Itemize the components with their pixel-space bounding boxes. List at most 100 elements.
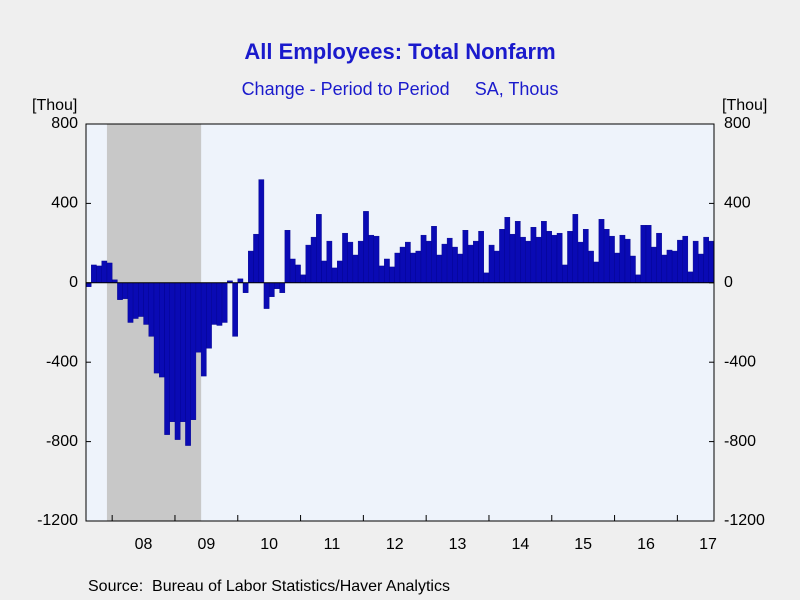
bar [703, 236, 709, 284]
bar [556, 232, 563, 284]
x-tick-label: 11 [324, 536, 341, 553]
bar [321, 260, 327, 283]
bar [153, 282, 160, 374]
bar [96, 265, 102, 283]
bar [117, 282, 123, 300]
y2-tick-label: 800 [724, 115, 751, 132]
x-tick-label: 08 [135, 536, 153, 553]
bar [546, 230, 552, 284]
bar [551, 234, 558, 284]
bar [253, 233, 259, 283]
bar [363, 211, 369, 283]
bar [562, 264, 568, 283]
bar [368, 234, 375, 284]
bar [415, 250, 422, 283]
bar [619, 234, 626, 284]
bar [405, 241, 411, 283]
y-tick-label: 800 [51, 115, 78, 132]
bar [630, 255, 636, 284]
bar [200, 282, 207, 377]
bar [582, 229, 589, 284]
bar [462, 229, 469, 283]
bar [504, 217, 511, 283]
bar [624, 238, 631, 284]
bar [661, 254, 668, 283]
bar [347, 241, 354, 283]
bar [598, 219, 605, 283]
bar [567, 230, 573, 284]
bar [572, 214, 579, 284]
bar [452, 246, 458, 284]
bar [232, 282, 238, 337]
bar [300, 274, 307, 283]
bar [514, 221, 521, 283]
bar [242, 282, 249, 293]
bar [692, 240, 699, 284]
bar [326, 240, 333, 284]
chart-title: All Employees: Total Nonfarm [244, 39, 555, 64]
bar [164, 282, 170, 435]
bar [420, 234, 427, 284]
x-tick-label: 14 [511, 536, 529, 553]
bar [530, 227, 537, 283]
bar [394, 252, 401, 283]
y2-axis-label: [Thou] [722, 97, 767, 114]
bar [410, 252, 416, 283]
bar [378, 265, 385, 283]
bar [431, 226, 437, 283]
bar [101, 260, 108, 283]
bar [425, 240, 432, 284]
bar [106, 262, 113, 284]
bar [488, 244, 495, 284]
bar [237, 278, 244, 283]
y-tick-label: -800 [46, 433, 78, 450]
bar [373, 235, 380, 283]
bar [635, 274, 641, 283]
bar [499, 229, 505, 284]
bar [640, 225, 647, 283]
bar [609, 235, 615, 283]
bar [666, 249, 673, 283]
bar [274, 282, 280, 289]
x-tick-label: 15 [574, 536, 592, 553]
bar [520, 236, 526, 284]
bar [169, 282, 176, 422]
bar [310, 236, 317, 284]
y2-tick-label: -800 [724, 433, 756, 450]
x-tick-label: 10 [260, 536, 278, 553]
bar [441, 243, 448, 283]
x-tick-label: 13 [449, 536, 467, 553]
y-tick-label: -400 [46, 353, 78, 370]
bar [483, 272, 490, 284]
bar [279, 282, 286, 293]
bar [91, 264, 97, 283]
bar [258, 179, 265, 284]
bar [127, 282, 134, 323]
bar [190, 282, 197, 420]
bar [337, 260, 343, 283]
x-tick-label: 17 [699, 536, 717, 553]
bar [179, 282, 186, 422]
bar [132, 282, 139, 319]
bar [509, 233, 516, 283]
bar [525, 240, 532, 284]
y-tick-label: 400 [51, 195, 78, 212]
bar [677, 239, 683, 283]
bar [148, 282, 155, 337]
bar [399, 246, 406, 284]
bar [577, 241, 584, 283]
y-tick-label: 0 [69, 274, 78, 291]
bar [593, 261, 600, 283]
bar [268, 282, 275, 297]
source-note: Source: Bureau of Labor Statistics/Haver… [88, 578, 450, 595]
bar [687, 271, 694, 284]
bar [174, 282, 181, 440]
y2-tick-label: -1200 [724, 512, 765, 529]
bar [671, 250, 678, 283]
bar [248, 250, 254, 283]
y-axis-label: [Thou] [32, 97, 77, 114]
bar [122, 282, 129, 299]
bar [316, 214, 322, 284]
bar [436, 254, 443, 283]
